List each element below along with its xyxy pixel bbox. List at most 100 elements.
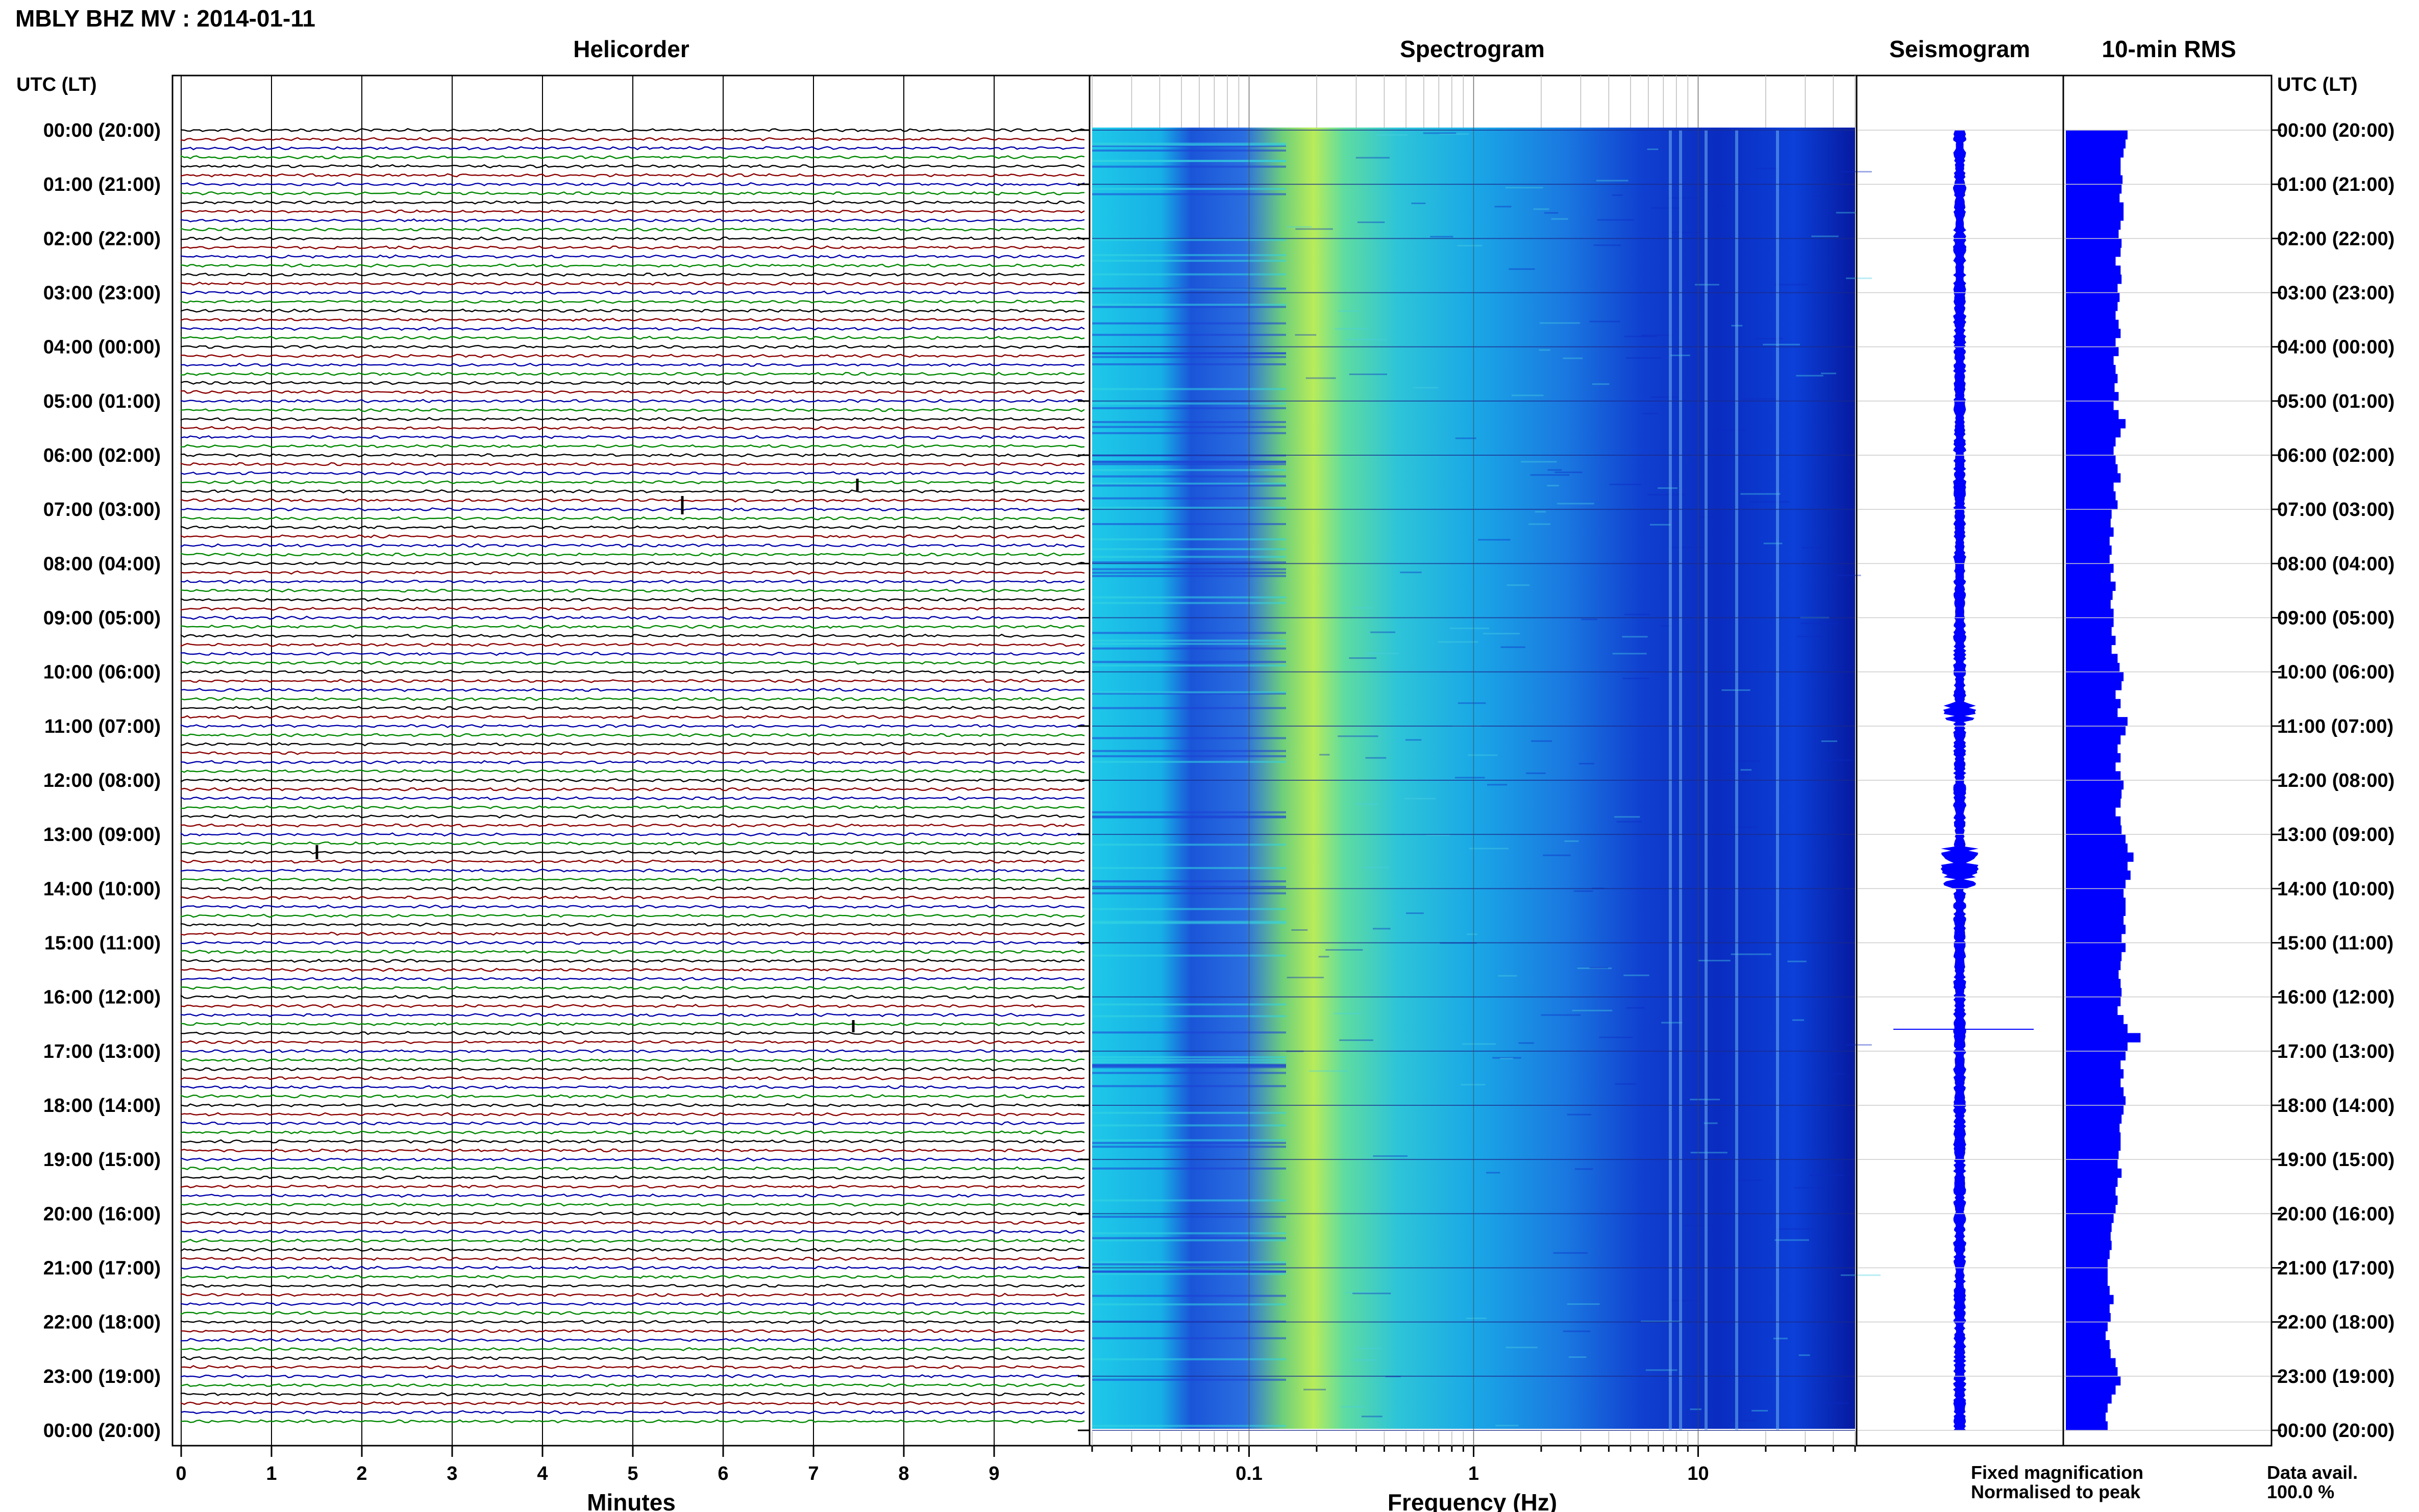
spectrogram-speckle xyxy=(1373,1155,1408,1157)
spectrogram-speckle xyxy=(1341,1406,1365,1408)
rms-bar xyxy=(2066,1150,2119,1160)
frequency-tick-label: 0.1 xyxy=(1236,1463,1263,1484)
time-label-left: 19:00 (15:00) xyxy=(43,1149,161,1171)
helicorder-trace xyxy=(180,1148,1085,1153)
spectrogram-speckle xyxy=(1405,739,1422,741)
spectrogram-speckle xyxy=(1567,1303,1600,1305)
helicorder-trace xyxy=(181,272,1085,277)
rms-bar xyxy=(2066,1421,2108,1431)
spectrogram-band xyxy=(1092,1124,1286,1127)
spectrogram-speckle xyxy=(1461,1084,1486,1086)
rms-bar xyxy=(2066,708,2118,717)
spectrogram-speckle xyxy=(1498,975,1517,977)
helicorder-trace xyxy=(180,498,1085,503)
spectrogram-speckle xyxy=(1626,1007,1645,1009)
helicorder-trace xyxy=(180,814,1085,819)
spectrogram-speckle xyxy=(1660,625,1672,627)
helicorder-trace xyxy=(180,1166,1085,1171)
rms-bar xyxy=(2066,1105,2124,1115)
helicorder-trace xyxy=(180,1310,1085,1316)
spectrogram-speckle xyxy=(1563,1330,1591,1332)
spectrogram-band xyxy=(1092,165,1286,168)
spectrogram-speckle xyxy=(1345,1292,1375,1294)
spectrogram-band xyxy=(1092,755,1286,757)
spectrogram-speckle xyxy=(1787,960,1807,962)
spectrogram-speckle xyxy=(1622,636,1648,638)
time-label-left: 21:00 (17:00) xyxy=(43,1258,161,1279)
spectrogram-speckle xyxy=(1821,759,1853,761)
time-label-right: 21:00 (17:00) xyxy=(2277,1258,2395,1279)
spectrogram-speckle xyxy=(1361,1416,1383,1418)
spectrogram-band xyxy=(1092,254,1286,256)
helicorder-trace xyxy=(180,462,1085,466)
helicorder-trace xyxy=(180,137,1085,141)
spectrogram-speckle xyxy=(1564,840,1579,842)
rms-bar xyxy=(2066,374,2118,384)
spectrogram-band xyxy=(1092,1263,1286,1266)
spectrogram-speckle xyxy=(1339,1039,1373,1041)
spectrogram-band xyxy=(1092,322,1286,325)
spectrogram-speckle xyxy=(1614,816,1640,818)
rms-bar xyxy=(2066,780,2124,790)
helicorder-trace xyxy=(180,552,1085,557)
spectrogram-speckle xyxy=(1455,437,1476,439)
rms-bars xyxy=(2066,130,2141,1431)
spectrogram-band xyxy=(1092,1199,1286,1202)
spectrogram-speckle xyxy=(1670,1300,1698,1302)
rms-bar xyxy=(2066,193,2120,203)
rms-bar xyxy=(2066,545,2112,555)
rms-bar xyxy=(2066,302,2118,311)
minute-tick-label: 5 xyxy=(627,1463,638,1484)
spectrogram-band xyxy=(1092,304,1286,306)
spectrogram-speckle xyxy=(1486,1172,1500,1174)
spectrogram-speckle xyxy=(1796,635,1824,637)
helicorder-trace xyxy=(180,733,1085,737)
helicorder-trace xyxy=(180,1121,1085,1126)
spectrogram-speckle xyxy=(1742,398,1780,400)
helicorder-trace xyxy=(180,1283,1085,1288)
helicorder-trace xyxy=(180,164,1085,169)
spectrogram-speckle xyxy=(1411,203,1426,204)
legend-fixed-magnification: Fixed magnification xyxy=(1971,1462,2143,1483)
minute-tick-label: 4 xyxy=(537,1463,548,1484)
spectrogram-speckle xyxy=(1363,866,1389,869)
rms-bar xyxy=(2066,933,2122,944)
spectrogram-band xyxy=(1092,954,1286,957)
rms-bar xyxy=(2066,1268,2108,1277)
spectrogram-speckle xyxy=(1821,373,1836,375)
minute-tick-label: 8 xyxy=(898,1463,909,1484)
rms-bar xyxy=(2066,1078,2121,1088)
spectrogram-band xyxy=(1092,287,1286,290)
rms-bar xyxy=(2066,753,2121,763)
spectrogram-band xyxy=(1092,908,1286,910)
helicorder-grid xyxy=(181,76,995,1446)
rms-bar xyxy=(2066,1213,2114,1223)
helicorder-trace xyxy=(180,977,1085,981)
rms-bar xyxy=(2066,1258,2108,1269)
spectrogram-speckle xyxy=(1812,195,1827,197)
helicorder-trace xyxy=(180,435,1085,439)
spectrogram-band xyxy=(1092,273,1286,276)
rms-bar xyxy=(2066,906,2126,916)
spectrogram-speckle xyxy=(1551,218,1568,220)
spectrogram-speckle xyxy=(1845,1044,1872,1046)
spectrogram-speckle xyxy=(1836,212,1858,214)
helicorder-trace xyxy=(180,371,1085,376)
spectrogram-speckle xyxy=(1624,613,1650,615)
helicorder-trace xyxy=(180,390,1085,394)
rms-bar xyxy=(2066,1042,2128,1052)
time-label-left: 00:00 (20:00) xyxy=(43,120,161,141)
spectrogram-speckle xyxy=(1821,740,1837,742)
helicorder-trace xyxy=(180,281,1085,286)
spectrogram-band xyxy=(1092,664,1286,667)
spectrogram-speckle xyxy=(1704,1122,1718,1124)
spectrogram-band xyxy=(1092,1056,1286,1058)
rms-bar xyxy=(2066,1312,2111,1323)
helicorder-trace xyxy=(180,913,1085,918)
spectrogram-band xyxy=(1092,602,1286,604)
spectrogram-speckle xyxy=(1740,769,1752,771)
spectrogram-speckle xyxy=(1755,338,1783,340)
rms-bar xyxy=(2066,645,2112,654)
spectrogram-band xyxy=(1092,1358,1286,1360)
rms-bar xyxy=(2066,825,2122,835)
